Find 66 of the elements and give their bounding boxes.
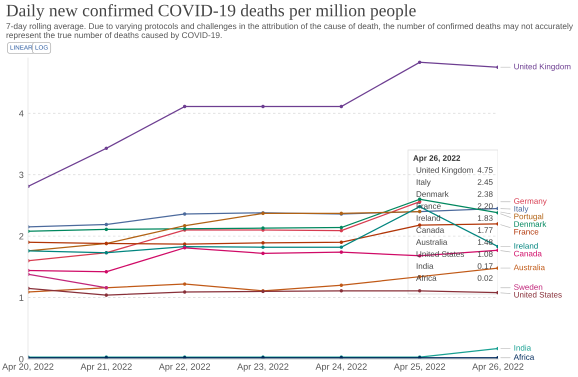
text: India 0.17 <box>416 263 493 269</box>
annotation: Apr 26, 2022 <box>413 155 460 163</box>
x-tick-label: Apr 21, 2022 <box>80 363 132 372</box>
line-series <box>28 246 498 274</box>
series-label: France <box>514 229 538 235</box>
series-label: Ireland <box>514 242 538 249</box>
point <box>104 146 108 150</box>
chart-title: Daily new confirmed COVID-19 deaths per million people <box>6 4 416 20</box>
text: Canada 1.77 <box>416 227 493 233</box>
point <box>182 104 186 108</box>
point <box>340 104 344 108</box>
series-label: Canada <box>514 250 542 256</box>
x-tick-label: Apr 22, 2022 <box>158 363 210 372</box>
text: 7-day rolling average. Due to varying protocols and challenges in the attribution of the cause of death, the number of confirmed deaths may not accurately represent the true number of deaths caused by COVID-19. <box>6 23 573 40</box>
text: Africa 0.02 <box>416 275 493 281</box>
point <box>261 241 265 245</box>
line-series <box>28 286 498 297</box>
point <box>104 270 108 274</box>
text: France 2.20 <box>416 203 493 209</box>
point <box>340 289 344 293</box>
point <box>340 226 344 230</box>
point <box>340 228 344 232</box>
x-tick-label: Apr 25, 2022 <box>394 363 446 372</box>
y-tick-label: 4 <box>19 110 24 117</box>
series-label: India <box>514 344 532 351</box>
x-tick-label: Apr 20, 2022 <box>2 363 54 372</box>
point <box>418 223 422 227</box>
series-label: Africa <box>514 354 534 360</box>
series-label: Italy <box>514 206 528 214</box>
text: Germany <box>514 198 547 206</box>
text: Portugal <box>514 213 544 221</box>
x-tick-label: Apr 24, 2022 <box>316 363 367 372</box>
line-series <box>28 60 498 188</box>
y-tick-label: 0 <box>19 356 24 362</box>
y-tick-label: 1 <box>20 294 24 301</box>
point <box>340 240 344 244</box>
point <box>104 222 108 226</box>
point <box>418 289 422 293</box>
point <box>340 250 344 254</box>
y-tick-label: 3 <box>19 172 24 178</box>
point <box>418 198 422 202</box>
x-tick-label: Apr 26, 2022 <box>472 363 524 372</box>
series-label: United Kingdom <box>514 63 570 71</box>
point <box>418 60 422 64</box>
series-label: United States <box>514 292 562 298</box>
point <box>182 282 186 286</box>
point <box>104 293 108 297</box>
text: Sweden <box>514 284 542 290</box>
point <box>261 245 265 249</box>
series-label: Australia <box>514 264 546 270</box>
y-tick-label: 2 <box>19 233 24 240</box>
point <box>182 290 186 294</box>
annotation: United Kingdom 4.75 <box>416 167 493 175</box>
line-series <box>28 198 498 233</box>
text: Denmark 2.38 <box>416 191 493 197</box>
text: Denmark <box>514 221 546 227</box>
line-series <box>28 222 498 246</box>
point <box>104 228 108 232</box>
x-tick-label: Apr 23, 2022 <box>237 363 288 372</box>
point <box>261 252 265 256</box>
point <box>340 284 344 288</box>
text: Ireland 1.83 <box>416 215 493 221</box>
text: Italy 2.45 <box>416 179 493 187</box>
point <box>182 212 186 216</box>
point <box>182 224 186 228</box>
point <box>340 245 344 249</box>
